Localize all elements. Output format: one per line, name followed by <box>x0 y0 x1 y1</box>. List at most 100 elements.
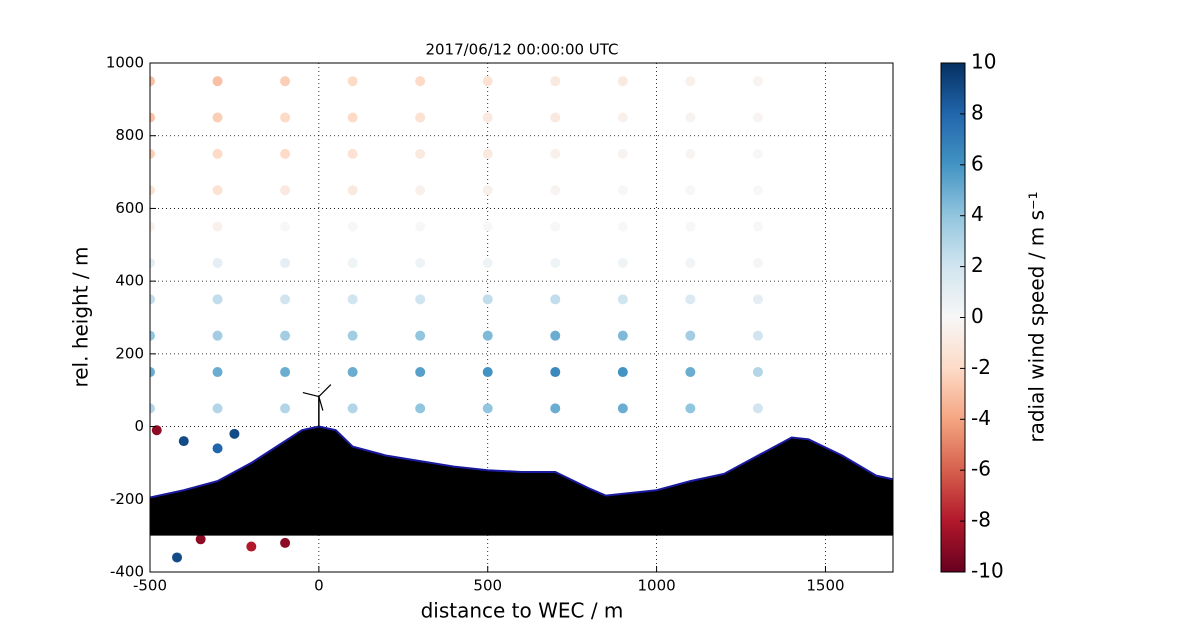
scan-point <box>482 330 493 341</box>
scan-point <box>685 148 696 159</box>
scan-point <box>550 185 561 196</box>
scan-point <box>550 294 561 305</box>
scan-point <box>280 537 291 548</box>
scan-point <box>212 148 223 159</box>
colorbar-label: radial wind speed / m s⁻¹ <box>1025 191 1049 442</box>
scan-point <box>212 443 223 454</box>
scan-point <box>415 76 426 87</box>
scan-point <box>482 221 493 232</box>
scan-point <box>178 436 189 447</box>
scan-point <box>617 112 628 123</box>
scan-point <box>685 403 696 414</box>
scan-point <box>150 112 155 123</box>
scan-point <box>685 257 696 268</box>
scan-point <box>212 403 223 414</box>
y-axis-label: rel. height / m <box>69 246 93 387</box>
scan-point <box>280 185 291 196</box>
x-tick-label: 500 <box>473 577 502 595</box>
x-tick-label: 1000 <box>637 577 675 595</box>
scan-point <box>212 294 223 305</box>
scan-point <box>752 76 763 87</box>
scan-point <box>550 330 561 341</box>
scan-point <box>150 294 155 305</box>
scan-point <box>150 403 155 414</box>
y-tick-label: 200 <box>115 344 144 362</box>
scan-point <box>415 294 426 305</box>
scan-point <box>550 367 561 378</box>
y-tick-label: -400 <box>110 563 144 581</box>
scan-point <box>415 185 426 196</box>
scan-point <box>212 112 223 123</box>
colorbar-tick-label: -8 <box>971 508 991 532</box>
scan-point <box>482 294 493 305</box>
y-tick-label: 0 <box>134 417 144 435</box>
scan-point <box>482 367 493 378</box>
scan-point <box>685 330 696 341</box>
y-tick-label: 800 <box>115 126 144 144</box>
scan-point <box>752 294 763 305</box>
scan-point <box>482 112 493 123</box>
scan-point <box>212 76 223 87</box>
scan-point <box>752 330 763 341</box>
scan-point <box>347 367 358 378</box>
y-tick-label: 1000 <box>106 54 144 72</box>
x-axis-label: distance to WEC / m <box>421 599 624 623</box>
scan-point <box>752 148 763 159</box>
scan-point <box>482 76 493 87</box>
turbine-blade <box>302 391 320 398</box>
scan-point <box>172 552 183 563</box>
scan-point <box>347 330 358 341</box>
scan-point <box>617 294 628 305</box>
scan-point <box>280 367 291 378</box>
colorbar-tick-label: 4 <box>971 202 984 226</box>
scan-point <box>347 403 358 414</box>
scan-point <box>752 367 763 378</box>
scan-point <box>617 330 628 341</box>
scan-point <box>280 330 291 341</box>
scan-point <box>246 541 257 552</box>
chart-title: 2017/06/12 00:00:00 UTC <box>425 41 618 59</box>
scan-point <box>550 148 561 159</box>
scan-point <box>617 76 628 87</box>
scan-point <box>280 76 291 87</box>
scan-point <box>347 221 358 232</box>
scan-point <box>280 257 291 268</box>
scan-point <box>550 403 561 414</box>
scan-point <box>347 257 358 268</box>
overlay: -500 0 500 1000 1500-400-2000200400600800100… <box>106 50 1004 595</box>
colorbar-tick-label: 10 <box>971 50 996 74</box>
scan-point <box>550 76 561 87</box>
scan-point <box>347 76 358 87</box>
scan-point <box>347 294 358 305</box>
colorbar-tick-label: 6 <box>971 151 984 175</box>
scan-point <box>212 330 223 341</box>
scan-point <box>280 294 291 305</box>
scan-point <box>415 112 426 123</box>
scan-point <box>550 221 561 232</box>
scan-point <box>617 403 628 414</box>
scan-point <box>617 185 628 196</box>
scan-point <box>212 367 223 378</box>
scan-point <box>482 185 493 196</box>
scan-point <box>685 76 696 87</box>
scan-point <box>212 185 223 196</box>
scan-point <box>752 185 763 196</box>
turbine-blade <box>318 384 332 397</box>
colorbar-tick-label: 0 <box>971 304 984 328</box>
scan-point <box>150 367 155 378</box>
scan-point <box>280 403 291 414</box>
y-tick-label: -200 <box>110 490 144 508</box>
scan-point <box>685 112 696 123</box>
colorbar-tick-label: 2 <box>971 253 984 277</box>
colorbar-tick-label: -6 <box>971 457 991 481</box>
scan-point <box>482 148 493 159</box>
scan-point <box>229 428 240 439</box>
scan-point <box>685 221 696 232</box>
scan-point <box>195 534 206 545</box>
colorbar-tick-label: 8 <box>971 100 984 124</box>
scan-point <box>280 112 291 123</box>
scan-point <box>550 257 561 268</box>
scan-point <box>482 257 493 268</box>
terrain <box>150 426 893 536</box>
scan-point <box>685 294 696 305</box>
